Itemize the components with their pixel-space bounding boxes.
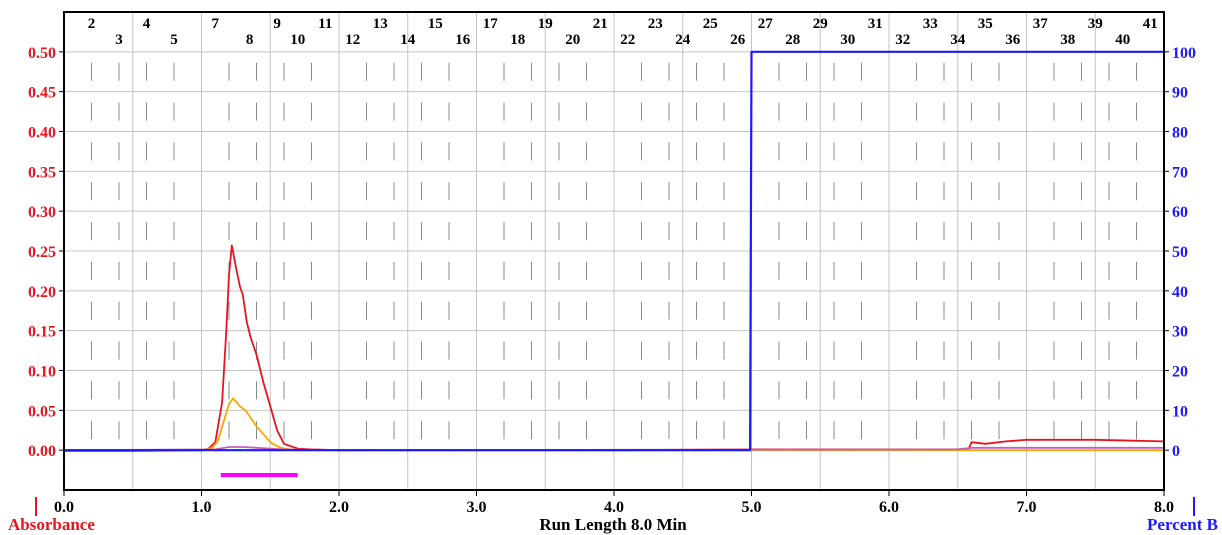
y-axis-right-title: Percent B — [1147, 515, 1218, 534]
fraction-number: 3 — [115, 32, 123, 48]
fraction-number: 38 — [1060, 32, 1075, 48]
fraction-number: 41 — [1143, 16, 1158, 32]
fraction-number: 39 — [1088, 16, 1103, 32]
fraction-number: 15 — [428, 16, 443, 32]
y-tick-label-left: 0.15 — [28, 324, 56, 341]
x-tick-label: 7.0 — [1017, 499, 1037, 516]
y-tick-label-right: 70 — [1172, 164, 1188, 181]
fraction-number: 31 — [868, 16, 883, 32]
y-tick-label-right: 80 — [1172, 125, 1188, 142]
fraction-number: 16 — [455, 32, 471, 48]
series-line-3 — [63, 446, 1164, 452]
fraction-number: 23 — [648, 16, 663, 32]
fraction-number: 33 — [923, 16, 938, 32]
x-tick-label: 6.0 — [879, 499, 899, 516]
y-tick-label-left: 0.10 — [28, 364, 56, 381]
series-layer — [63, 50, 1165, 477]
fraction-number: 25 — [703, 16, 718, 32]
x-tick-label: 8.0 — [1154, 499, 1174, 516]
x-tick-label: 1.0 — [192, 499, 212, 516]
x-tick-label: 5.0 — [742, 499, 762, 516]
y-tick-label-right: 90 — [1172, 85, 1188, 102]
y-tick-label-right: 30 — [1172, 324, 1188, 341]
y-axis-left-title: Absorbance — [8, 515, 95, 534]
y-axis-left: 0.50 0.45 0.40 0.35 0.30 0.25 0.20 0.15 0.10 0.05… — [28, 45, 64, 516]
y-tick-label-left: 0.45 — [28, 85, 56, 102]
y-tick-label-left: 0.05 — [28, 403, 56, 420]
fraction-number: 11 — [318, 16, 332, 32]
fraction-number: 35 — [978, 16, 993, 32]
x-tick-label: 2.0 — [329, 499, 349, 516]
fraction-number: 36 — [1005, 32, 1021, 48]
y-tick-label-right: 10 — [1172, 403, 1188, 420]
fraction-number: 37 — [1033, 16, 1049, 32]
fraction-number: 13 — [373, 16, 388, 32]
fraction-number: 20 — [565, 32, 580, 48]
series-line-1 — [64, 244, 1165, 452]
fraction-number: 8 — [246, 32, 254, 48]
y-tick-label-right: 20 — [1172, 364, 1188, 381]
x-tick-label: 4.0 — [604, 499, 624, 516]
fraction-number: 27 — [758, 16, 774, 32]
y-tick-label-right: 100 — [1172, 45, 1196, 62]
fraction-number: 17 — [483, 16, 499, 32]
fraction-number: 29 — [813, 16, 828, 32]
y-tick-label-right: 60 — [1172, 204, 1188, 221]
y-tick-label-left: 0.30 — [28, 204, 56, 221]
fraction-number: 34 — [950, 32, 966, 48]
fraction-number: 9 — [273, 16, 281, 32]
fraction-number: 2 — [88, 16, 96, 32]
grid — [64, 12, 1164, 490]
fraction-number: 30 — [840, 32, 855, 48]
series-line-4 — [64, 50, 1164, 452]
fraction-labels: 2345789101112131415161718192021222324252… — [88, 16, 1158, 48]
fraction-number: 32 — [895, 32, 910, 48]
hash-ticks — [91, 62, 1137, 440]
fraction-number: 18 — [510, 32, 525, 48]
y-tick-label-right: 40 — [1172, 284, 1188, 301]
fraction-number: 26 — [730, 32, 746, 48]
fraction-number: 22 — [620, 32, 635, 48]
fraction-number: 28 — [785, 32, 800, 48]
fraction-number: 4 — [143, 16, 151, 32]
y-tick-label-left: 0.20 — [28, 284, 56, 301]
fraction-number: 10 — [290, 32, 305, 48]
fraction-number: 24 — [675, 32, 691, 48]
x-tick-label: 3.0 — [467, 499, 487, 516]
y-tick-label-left: 0.50 — [28, 45, 56, 62]
x-tick-label: 0.0 — [54, 499, 74, 516]
fraction-number: 12 — [345, 32, 360, 48]
y-tick-label-left: 0.00 — [28, 443, 56, 460]
fraction-number: 5 — [170, 32, 178, 48]
y-tick-label-right: 50 — [1172, 244, 1188, 261]
y-tick-label-right: 0 — [1172, 443, 1180, 460]
fraction-number: 19 — [538, 16, 553, 32]
y-tick-label-left: 0.25 — [28, 244, 56, 261]
fraction-number: 21 — [593, 16, 608, 32]
y-tick-label-left: 0.40 — [28, 125, 56, 142]
y-tick-label-left: 0.35 — [28, 164, 56, 181]
fraction-number: 7 — [212, 16, 220, 32]
axis-titles: Absorbance Run Length 8.0 Min Percent B — [8, 515, 1218, 534]
x-axis: 0.0 1.0 2.0 3.0 4.0 5.0 6.0 7.0 8.0 — [54, 490, 1174, 516]
fraction-number: 40 — [1115, 32, 1130, 48]
fraction-number: 14 — [400, 32, 416, 48]
x-axis-title: Run Length 8.0 Min — [539, 515, 687, 534]
